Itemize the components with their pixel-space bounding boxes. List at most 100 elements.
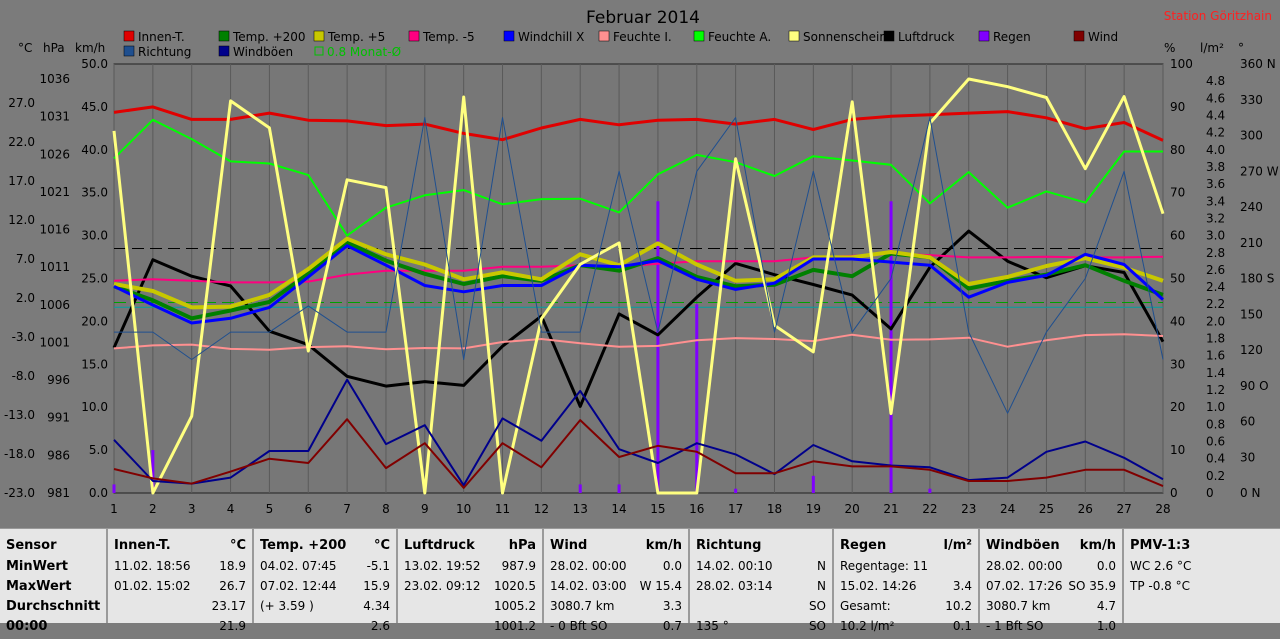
x-tick-label: 15 — [650, 502, 665, 516]
humidity-axis-tick: 0 — [1170, 486, 1178, 500]
x-tick-label: 1 — [110, 502, 118, 516]
series-line-temp-5 — [113, 236, 1164, 310]
stats-row: 28.02. 03:14 N — [696, 579, 826, 599]
stats-title: Regen — [840, 538, 887, 553]
stats-row: SO — [696, 599, 826, 619]
stats-header: PMV-1:3 — [1130, 538, 1272, 558]
stats-header: Wind km/h — [550, 538, 682, 558]
x-tick-label: 7 — [343, 502, 351, 516]
humidity-axis-tick: 100 — [1170, 57, 1193, 71]
legend-label: Feuchte I. — [613, 30, 672, 44]
rain-axis-tick: 3.0 — [1206, 229, 1225, 243]
stats-row: 00:00 — [6, 619, 100, 639]
stats-row: - 0 Bft SO 0.7 — [550, 619, 682, 639]
stats-cell-right: 3.4 — [952, 579, 972, 593]
stats-column: Wind km/h 28.02. 00:00 0.0 14.02. 03:00 W 15.… — [544, 529, 690, 633]
humidity-axis-tick: 20 — [1170, 400, 1185, 414]
x-tick-label: 2 — [149, 502, 157, 516]
rain-axis-tick: 3.8 — [1206, 160, 1225, 174]
axis-unit-right: ° — [1238, 41, 1244, 55]
legend-label: Temp. -5 — [422, 30, 475, 44]
x-tick-label: 14 — [611, 502, 626, 516]
stats-column: Temp. +200 °C 04.02. 07:45 -5.1 07.02. 12:44… — [254, 529, 398, 633]
stats-cell-left: 13.02. 19:52 — [404, 559, 481, 573]
series-line-feuchte-i- — [113, 333, 1164, 351]
stats-cell-left: 28.02. 00:00 — [550, 559, 627, 573]
temp-axis-tick: 2.0 — [16, 291, 35, 305]
rain-axis-tick: 3.2 — [1206, 211, 1225, 225]
stats-cell-left: 01.02. 15:02 — [114, 579, 191, 593]
stats-row: Regentage: 11 — [840, 559, 972, 579]
legend-label: Innen-T. — [138, 30, 185, 44]
stats-cell-left: 23.02. 09:12 — [404, 579, 481, 593]
series-lines — [112, 77, 1165, 495]
x-tick-label: 18 — [767, 502, 782, 516]
stats-header: Sensor — [6, 538, 100, 558]
stats-cell-right: 0.7 — [662, 619, 682, 633]
stats-row: - 1 Bft SO 1.0 — [986, 619, 1116, 639]
rain-axis-tick: 4.6 — [1206, 91, 1225, 105]
rain-axis-tick: 2.2 — [1206, 297, 1225, 311]
stats-cell-left: 11.02. 18:56 — [114, 559, 191, 573]
temp-axis-tick: 7.0 — [16, 252, 35, 266]
stats-row: 07.02. 12:44 15.9 — [260, 579, 390, 599]
series-line-feuchte-a- — [113, 118, 1163, 237]
wind-axis-tick: 5.0 — [89, 443, 108, 457]
stats-row: WC 2.6 °C — [1130, 559, 1272, 579]
wind-axis-tick: 0.0 — [89, 486, 108, 500]
axis-unit-left: hPa — [43, 41, 65, 55]
temp-axis-tick: 22.0 — [8, 135, 35, 149]
x-tick-label: 17 — [728, 502, 743, 516]
rain-axis-tick: 2.6 — [1206, 263, 1225, 277]
stats-cell-right: 4.34 — [363, 599, 390, 613]
x-tick-label: 6 — [304, 502, 312, 516]
rain-axis-tick: 3.6 — [1206, 177, 1225, 191]
stats-header: Luftdruck hPa — [404, 538, 536, 558]
legend-swatch — [598, 30, 610, 42]
x-tick-label: 23 — [961, 502, 976, 516]
station-label: Station Göritzhain — [1164, 9, 1272, 23]
direction-axis-tick: 180 S — [1240, 272, 1274, 286]
axis-unit-left: °C — [18, 41, 32, 55]
stats-title: Temp. +200 — [260, 538, 347, 553]
temp-axis-tick: -8.0 — [12, 369, 35, 383]
pressure-axis-tick: 981 — [47, 486, 70, 500]
legend-label: 0.8 Monat-Ø — [327, 45, 401, 59]
pressure-axis-tick: 1031 — [39, 110, 70, 124]
pressure-axis-tick: 996 — [47, 373, 70, 387]
humidity-axis-tick: 40 — [1170, 314, 1185, 328]
stats-cell-right: 1020.5 — [494, 579, 536, 593]
rain-bar — [928, 488, 932, 493]
stats-header: Windböen km/h — [986, 538, 1116, 558]
stats-row: 28.02. 00:00 0.0 — [986, 559, 1116, 579]
stats-column: Regen l/m² Regentage: 11 15.02. 14:26 3.4 Ges… — [834, 529, 980, 633]
series-line-richtung — [114, 117, 1164, 414]
pressure-axis-tick: 1021 — [39, 185, 70, 199]
rain-bar — [811, 475, 815, 493]
axes: -23.0 -18.0 -13.0 -8.0 -3.0 2.0 7.0 12.0 17.0 22.… — [4, 57, 1279, 500]
humidity-axis-tick: 10 — [1170, 443, 1185, 457]
x-tick-label: 26 — [1078, 502, 1093, 516]
stats-unit: km/h — [1079, 538, 1116, 553]
rain-axis-tick: 0 — [1206, 486, 1214, 500]
stats-cell-left: 14.02. 00:10 — [696, 559, 773, 573]
rain-axis-tick: 1.4 — [1206, 366, 1225, 380]
legend-swatch — [123, 30, 135, 42]
legend-label: Windchill X — [518, 30, 584, 44]
humidity-axis-tick: 60 — [1170, 229, 1185, 243]
direction-axis-tick: 240 — [1240, 200, 1263, 214]
stats-row: 23.17 — [114, 599, 246, 619]
stats-column: PMV-1:3 WC 2.6 °C TP -0.8 °C — [1124, 529, 1278, 623]
x-tick-label: 10 — [456, 502, 471, 516]
stats-column: Windböen km/h 28.02. 00:00 0.0 07.02. 17:26 S… — [980, 529, 1124, 633]
rain-bar — [889, 201, 893, 493]
wind-axis-tick: 35.0 — [81, 186, 108, 200]
legend-swatch — [408, 30, 420, 42]
stats-cell-left: WC 2.6 °C — [1130, 559, 1192, 573]
x-tick-label: 8 — [382, 502, 390, 516]
x-tick-label: 16 — [689, 502, 704, 516]
stats-cell-right: 18.9 — [219, 559, 246, 573]
stats-row: 04.02. 07:45 -5.1 — [260, 559, 390, 579]
pressure-axis-tick: 1011 — [39, 260, 70, 274]
temp-axis-tick: -23.0 — [4, 486, 35, 500]
